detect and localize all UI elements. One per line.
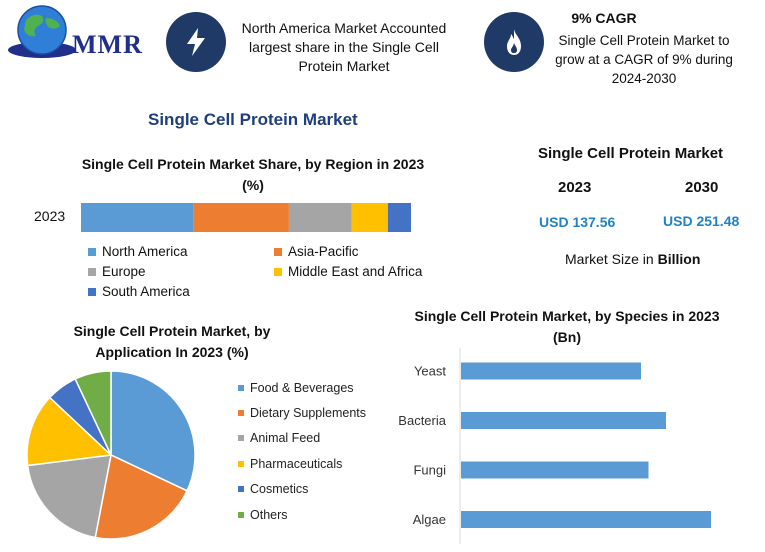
species-label-bacteria: Bacteria [398,413,446,428]
cagr-title: 9% CAGR [571,10,637,26]
legend-label-north-america: North America [102,244,188,259]
species-bar-bacteria [461,412,666,429]
pie-label-cosmetics: Cosmetics [250,482,309,496]
pie-legend-pharma: Pharmaceuticals [238,457,342,471]
legend-label-mea: Middle East and Africa [288,264,423,279]
legend-label-south-america: South America [102,284,190,299]
region-bar-segment-middle-east-and-africa [351,203,388,232]
species-bar-fungi [461,461,649,479]
pie-label-food: Food & Beverages [250,381,354,395]
info-text-2: Single Cell Protein Market to grow at a … [555,33,733,86]
region-year-label: 2023 [34,208,66,224]
pie-label-animal-feed: Animal Feed [250,431,321,445]
species-bar-algae [461,511,711,528]
globe-icon [8,5,76,58]
species-label-fungi: Fungi [413,463,446,478]
year-2023: 2023 [558,179,592,196]
pie-slice-pharmaceuticals [26,396,113,467]
value-2030: USD 251.48 [663,213,740,229]
region-bar-segment-south-america [387,203,411,232]
legend-swatch-north-america [88,247,96,256]
info-icon-circle-2 [484,12,544,72]
pie-swatch-cosmetics [238,486,244,492]
pie-slice-food-beverages [110,370,196,492]
logo: MMR [8,4,158,64]
market-size-note-unit: Billion [657,251,701,267]
legend-north-america: North America [88,244,188,259]
legend-asia-pacific: Asia-Pacific [274,244,359,259]
species-bar-yeast [461,362,641,380]
legend-label-europe: Europe [102,264,146,279]
pie-legend-food: Food & Beverages [238,381,354,395]
main-title: Single Cell Protein Market [148,110,358,129]
year-2030: 2030 [685,179,719,196]
species-bar-chart: Yeast Bacteria Fungi Algae [398,348,711,544]
value-2023: USD 137.56 [539,214,616,230]
region-bar-segment-asia-pacific [193,203,289,232]
pie-legend-others: Others [238,508,288,522]
pie-swatch-animal-feed [238,435,244,441]
market-size-note-prefix: Market Size in [565,251,658,267]
region-bar-segment-europe [288,203,352,232]
market-size-title: Single Cell Protein Market [538,145,724,162]
market-size-note: Market Size in Billion [565,251,700,267]
pie-swatch-pharma [238,461,244,467]
legend-europe: Europe [88,264,146,279]
pie-legend-animal-feed: Animal Feed [238,431,320,445]
pie-slice-animal-feed [26,454,112,539]
lightning-icon [187,28,205,56]
pie-swatch-food [238,385,244,391]
pie-label-dietary: Dietary Supplements [250,406,367,420]
pie-slice-dietary-supplements [94,453,189,540]
pie-swatch-dietary [238,410,244,416]
pie-swatch-others [238,512,244,518]
species-label-yeast: Yeast [414,364,446,379]
pie-label-others: Others [250,508,288,522]
pie-chart-title: Single Cell Protein Market, by Applicati… [73,323,271,360]
info-icon-circle-1 [166,12,226,72]
legend-mea: Middle East and Africa [274,264,422,279]
pie-label-pharma: Pharmaceuticals [250,457,343,471]
legend-south-america: South America [88,284,190,299]
legend-swatch-mea [274,267,282,276]
pie-slice-others [74,370,112,456]
pie-legend-cosmetics: Cosmetics [238,482,308,496]
flame-icon [507,29,521,55]
region-stacked-bar [81,203,411,232]
application-pie-chart [26,370,196,540]
legend-label-asia-pacific: Asia-Pacific [288,244,359,259]
legend-swatch-asia-pacific [274,247,282,256]
species-chart-title: Single Cell Protein Market, by Species i… [414,308,720,345]
legend-swatch-europe [88,267,96,276]
pie-legend-dietary: Dietary Supplements [238,406,366,420]
region-bar-segment-north-america [81,203,194,232]
legend-swatch-south-america [88,287,96,296]
species-label-algae: Algae [413,512,446,527]
region-chart-title: Single Cell Protein Market Share, by Reg… [81,156,425,193]
info-text-1: North America Market Accounted largest s… [241,20,447,74]
logo-text: MMR [72,30,143,59]
